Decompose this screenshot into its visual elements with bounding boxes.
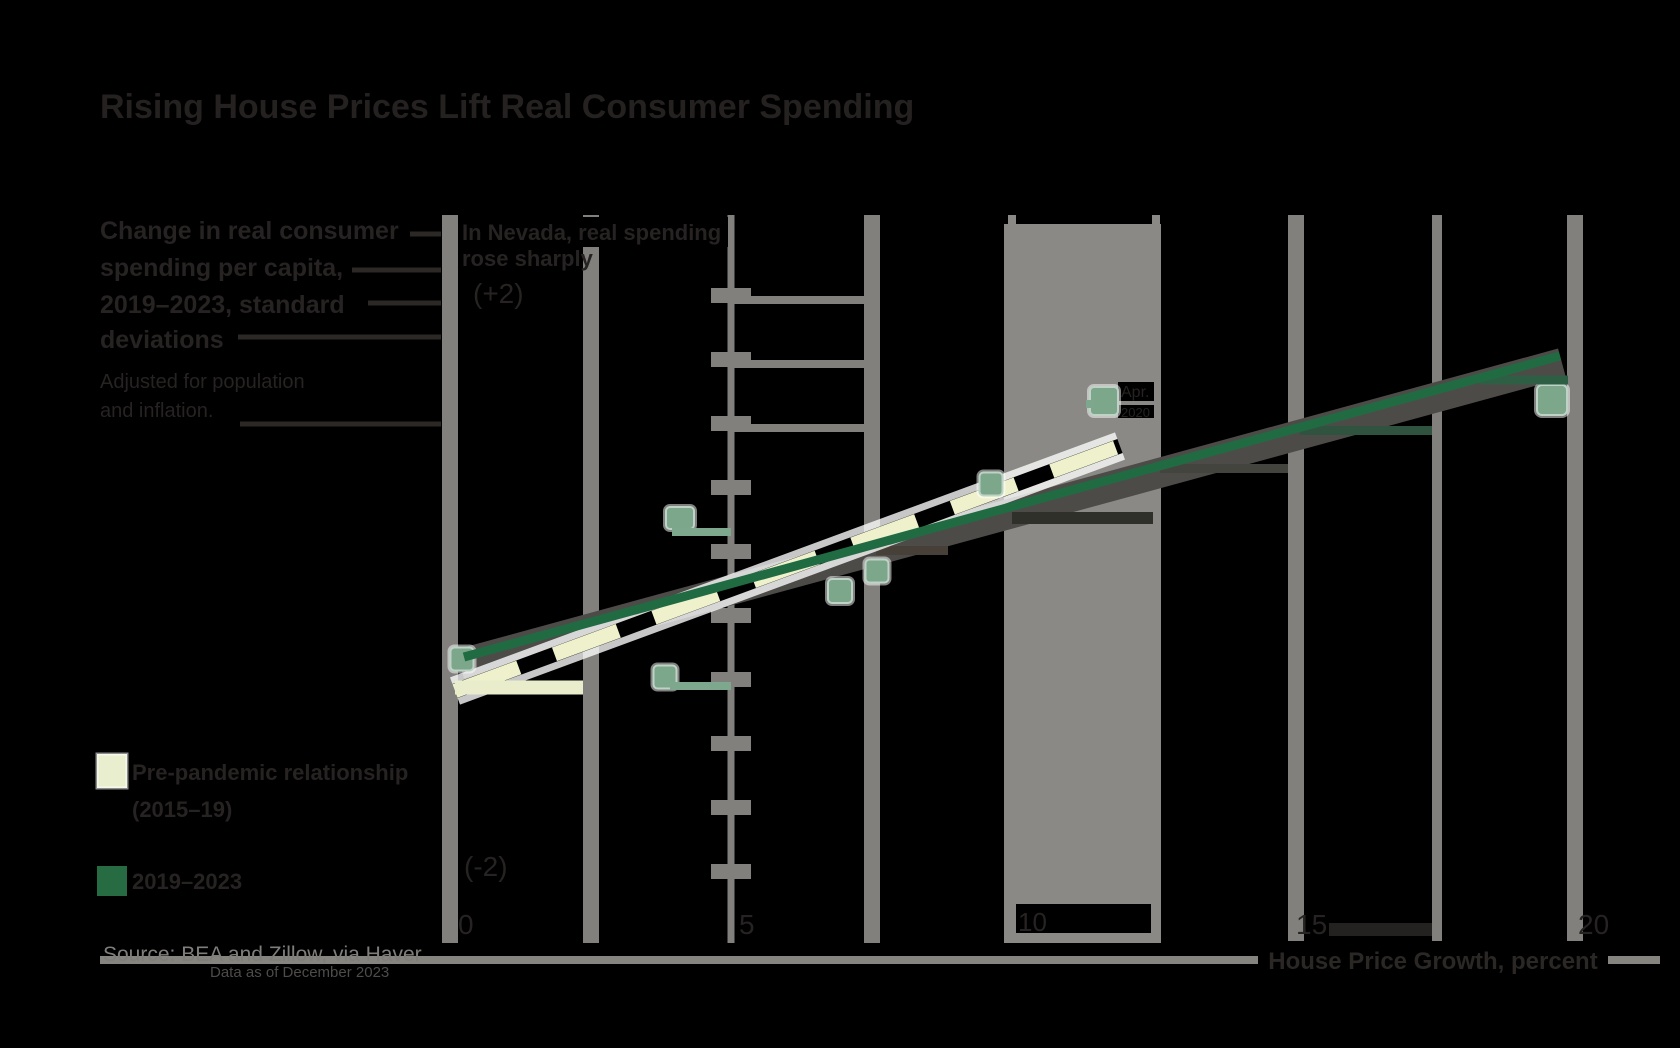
svg-text:Rising House Prices Lift Real: Rising House Prices Lift Real Consumer S… [100,88,914,126]
svg-text:House Price Growth, percent: House Price Growth, percent [1268,948,1597,975]
svg-text:In Nevada, real spending: In Nevada, real spending [462,220,721,245]
svg-text:Change in real consumer: Change in real consumer [100,217,399,245]
svg-text:(-2): (-2) [464,851,508,882]
svg-text:15: 15 [1296,909,1327,940]
svg-text:Source: BEA and Zillow, via Ha: Source: BEA and Zillow, via Haver [103,943,422,966]
svg-text:Apr.: Apr. [1121,384,1149,401]
svg-text:Adjusted for population: Adjusted for population [100,371,305,393]
svg-text:5: 5 [739,909,755,940]
svg-text:spending per capita,: spending per capita, [100,254,343,282]
svg-text:and inflation.: and inflation. [100,400,213,422]
svg-text:10: 10 [1018,907,1047,937]
svg-text:0: 0 [458,909,474,940]
svg-text:2020: 2020 [1121,405,1150,420]
svg-text:(+2): (+2) [473,278,524,309]
svg-text:2019–2023, standard: 2019–2023, standard [100,291,345,319]
svg-text:Data as of December 2023: Data as of December 2023 [210,964,389,981]
svg-text:20: 20 [1578,909,1609,940]
svg-text:deviations: deviations [100,326,224,354]
svg-text:Pre-pandemic relationship: Pre-pandemic relationship [132,760,408,785]
svg-text:(2015–19): (2015–19) [132,797,232,822]
svg-text:2019–2023: 2019–2023 [132,869,242,894]
svg-text:rose sharply: rose sharply [462,246,594,271]
